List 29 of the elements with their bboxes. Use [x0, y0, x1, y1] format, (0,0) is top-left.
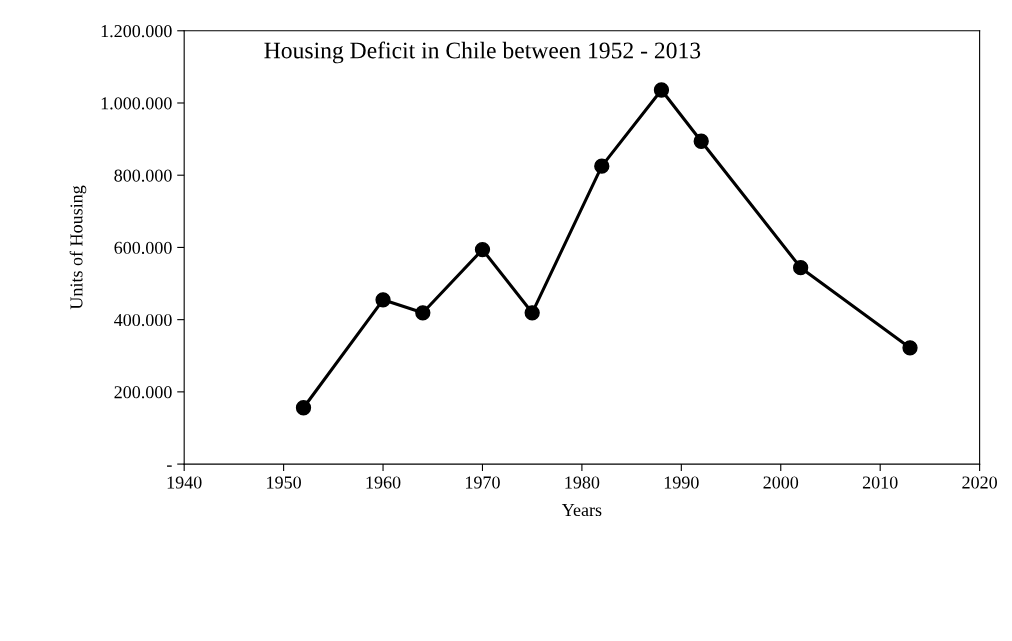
x-tick-label: 1970	[466, 476, 500, 489]
point	[474, 241, 491, 258]
x-tick-label: 1980	[565, 476, 600, 489]
point	[793, 260, 809, 276]
x-tick-label: 2000	[763, 476, 799, 489]
point	[653, 82, 670, 98]
x-tick-label: 1950	[267, 476, 301, 489]
y-tick-label: 400.000	[114, 313, 172, 327]
point	[295, 400, 312, 416]
point	[415, 305, 431, 321]
y-tick-label: 1.200.000	[101, 25, 172, 38]
point	[902, 340, 918, 356]
point	[594, 158, 610, 174]
y-tick-label: 200.000	[114, 386, 172, 399]
x-tick-label: 1940	[167, 476, 202, 489]
chart-title: Housing Deficit in Chile between 1952 - 2013	[264, 41, 701, 64]
point	[693, 133, 709, 149]
point	[524, 305, 540, 321]
point	[375, 292, 391, 308]
x-tick-label: 1960	[366, 476, 401, 489]
y-tick-label: 800.000	[114, 169, 172, 182]
x-tick-label: 2010	[862, 476, 898, 489]
y-tick-label: 1.000.000	[101, 97, 172, 110]
x-tick-label: 1990	[664, 476, 699, 489]
x-axis-title: Years	[561, 504, 602, 517]
y-tick-label: -	[167, 465, 172, 467]
y-tick-label: 600.000	[114, 241, 172, 254]
y-axis-title: Units of Housing	[69, 185, 87, 310]
x-tick-label: 2020	[962, 476, 997, 489]
